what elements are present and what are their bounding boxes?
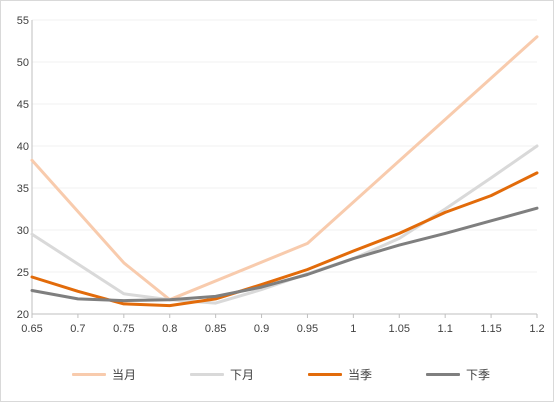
y-tick-label-7: 55 xyxy=(17,15,29,27)
x-axis-ticks: 0.65 0.7 0.75 0.8 0.85 0.9 0.95 1 1.05 1.1 1.15 1.2 xyxy=(21,323,544,335)
y-tick-label-3: 35 xyxy=(17,183,29,195)
series-line-2 xyxy=(30,171,539,308)
y-tick-label-1: 25 xyxy=(17,267,29,279)
x-tick-label-10: 1.15 xyxy=(480,323,501,335)
gridlines xyxy=(32,19,537,273)
x-tick-label-1: 0.7 xyxy=(70,323,85,335)
y-tick-label-6: 50 xyxy=(17,57,29,69)
x-tick-label-5: 0.9 xyxy=(254,323,269,335)
legend-label-2: 当季 xyxy=(348,367,373,382)
axes xyxy=(31,20,538,318)
legend-label-0: 当月 xyxy=(112,367,137,382)
x-tick-label-2: 0.75 xyxy=(113,323,134,335)
series-line-0 xyxy=(30,35,539,302)
legend-swatch-2 xyxy=(308,372,342,376)
x-tick-label-7: 1 xyxy=(350,323,356,335)
legend-label-3: 下季 xyxy=(466,367,491,382)
y-axis-ticks: 20 25 30 35 40 45 50 55 xyxy=(17,15,29,321)
legend-item-2: 当季 xyxy=(308,364,372,384)
legend-label-1: 下月 xyxy=(230,367,255,382)
legend-item-0: 当月 xyxy=(72,364,136,384)
x-tick-label-3: 0.8 xyxy=(162,323,177,335)
legend-swatch-0 xyxy=(72,372,106,376)
y-tick-label-5: 45 xyxy=(17,99,29,111)
legend-swatch-1 xyxy=(190,372,224,376)
y-tick-label-2: 30 xyxy=(17,225,29,237)
x-tick-label-11: 1.2 xyxy=(529,323,544,335)
series-line-3 xyxy=(30,206,539,303)
x-tick-label-8: 1.05 xyxy=(389,323,410,335)
x-tick-label-0: 0.65 xyxy=(21,323,42,335)
y-tick-label-4: 40 xyxy=(17,141,29,153)
series-lines xyxy=(30,35,539,308)
x-tick-label-4: 0.85 xyxy=(205,323,226,335)
y-tick-label-0: 20 xyxy=(17,309,29,321)
legend: 当月 下月 当季 下季 xyxy=(0,364,554,384)
x-tick-label-9: 1.1 xyxy=(438,323,453,335)
legend-swatch-3 xyxy=(426,372,460,376)
legend-item-1: 下月 xyxy=(190,364,254,384)
legend-item-3: 下季 xyxy=(426,364,490,384)
x-tick-label-6: 0.95 xyxy=(297,323,318,335)
